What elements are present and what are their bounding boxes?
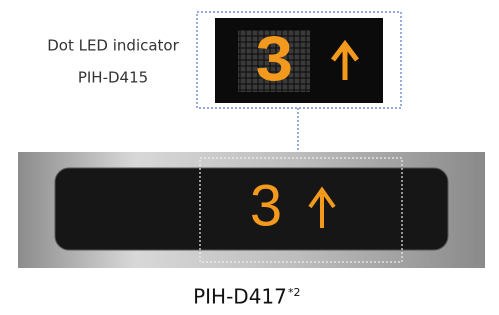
page: Dot LED indicator PIH-D415 3 3 PIH-D417 …	[0, 0, 499, 311]
caption-line1: Dot LED indicator	[47, 37, 179, 55]
footnote-mark: *2	[288, 286, 301, 299]
model-name: PIH-D417	[193, 285, 287, 309]
segment-digit: 3	[250, 173, 282, 238]
caption-line2: PIH-D415	[78, 69, 148, 87]
dot-digit: 3	[254, 25, 294, 100]
